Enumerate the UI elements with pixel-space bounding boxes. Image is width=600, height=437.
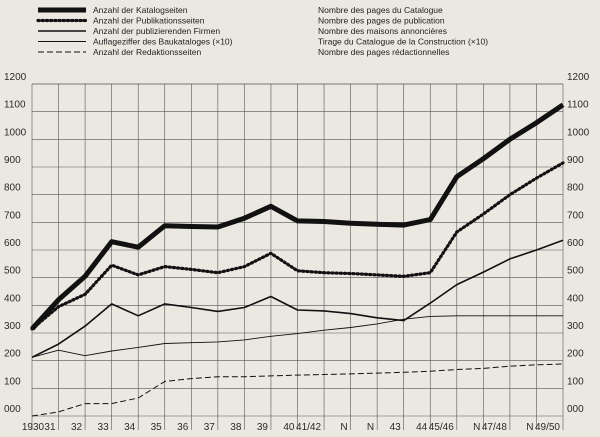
- legend: Anzahl der Katalogseiten Nombre des pages…: [36, 5, 488, 57]
- x-tick-label: 45/46: [429, 422, 454, 433]
- x-tick-label: 31: [44, 422, 56, 433]
- x-tick-label: 47/48: [482, 422, 507, 433]
- x-tick-label: 43: [390, 422, 402, 433]
- y-tick-label-left: 200: [4, 349, 21, 360]
- y-tick-label-left: 000: [4, 404, 21, 415]
- x-tick-label: N: [340, 422, 347, 433]
- legend-label-fr: Nombre des maisons annoncières: [318, 26, 447, 36]
- y-axis-left: 000 100 200 300 400 500 600 700 800 900 1000 1100 12…: [4, 72, 27, 415]
- x-tick-label: 40: [283, 422, 295, 433]
- y-tick-label-left: 700: [4, 210, 21, 221]
- x-tick-label: 41/42: [296, 422, 321, 433]
- series-line-2: [30, 161, 565, 331]
- y-tick-label-right: 000: [567, 404, 584, 415]
- x-tick-label: 34: [124, 422, 136, 433]
- x-tick-label: 49/50: [535, 422, 560, 433]
- chart-grid: [31, 83, 564, 430]
- y-tick-label-right: 200: [567, 349, 584, 360]
- legend-label-fr: Nombre des pages du Catalogue: [318, 5, 443, 15]
- series-line-1: [30, 102, 565, 331]
- series-layer: [30, 102, 565, 417]
- x-tick-label: 38: [230, 422, 242, 433]
- x-tick-label: 33: [98, 422, 110, 433]
- legend-label-fr: Tirage du Catalogue de la Construction (…: [318, 37, 488, 47]
- series-line-5: [31, 363, 564, 417]
- y-tick-label-right: 700: [567, 210, 584, 221]
- x-tick-label: 37: [204, 422, 216, 433]
- y-tick-label-left: 400: [4, 293, 21, 304]
- y-tick-label-right: 400: [567, 293, 584, 304]
- x-tick-label: N: [526, 422, 533, 433]
- y-tick-label-right: 800: [567, 183, 584, 194]
- x-tick-label: N: [367, 422, 374, 433]
- y-tick-label-right: 1000: [567, 127, 590, 138]
- y-tick-label-left: 300: [4, 321, 21, 332]
- x-tick-label: 36: [177, 422, 189, 433]
- y-tick-label-left: 1000: [4, 127, 27, 138]
- y-tick-label-right: 900: [567, 155, 584, 166]
- y-tick-label-right: 1200: [567, 72, 590, 83]
- series-line-4: [31, 315, 563, 358]
- y-tick-label-left: 100: [4, 376, 21, 387]
- legend-label-de: Anzahl der Katalogseiten: [93, 5, 188, 15]
- legend-label-fr: Nombre des pages rédactionnelles: [318, 47, 449, 57]
- y-tick-label-left: 1100: [4, 100, 26, 111]
- y-tick-label-right: 1100: [567, 100, 589, 111]
- y-tick-label-left: 900: [4, 155, 21, 166]
- y-tick-label-right: 100: [567, 376, 584, 387]
- x-tick-label: 32: [71, 422, 83, 433]
- x-tick-label: 39: [257, 422, 269, 433]
- x-tick-label: N: [473, 422, 480, 433]
- y-tick-label-left: 500: [4, 266, 21, 277]
- x-tick-label: 35: [151, 422, 163, 433]
- x-tick-label: 1930: [22, 422, 45, 433]
- y-tick-label-right: 600: [567, 238, 584, 249]
- y-axis-right: 000 100 200 300 400 500 600 700 800 900 1000 1100 12…: [567, 72, 590, 415]
- x-tick-label: 44: [416, 422, 428, 433]
- legend-label-de: Anzahl der Publikationsseiten: [93, 16, 205, 26]
- legend-label-de: Anzahl der Redaktionsseiten: [93, 47, 201, 57]
- y-tick-label-right: 500: [567, 266, 584, 277]
- legend-label-de: Anzahl der publizierenden Firmen: [93, 26, 220, 36]
- legend-label-de: Auflageziffer des Baukataloges (×10): [93, 37, 233, 47]
- y-tick-label-right: 300: [567, 321, 584, 332]
- y-tick-label-left: 600: [4, 238, 21, 249]
- y-tick-label-left: 1200: [4, 72, 27, 83]
- x-axis: 1930 31 32 33 34 35 36 37 38 39 40 41/42 N N 43 44 45/46…: [22, 422, 561, 433]
- legend-label-fr: Nombre des pages de publication: [318, 16, 445, 26]
- y-tick-label-left: 800: [4, 183, 21, 194]
- series-line-3: [31, 239, 564, 359]
